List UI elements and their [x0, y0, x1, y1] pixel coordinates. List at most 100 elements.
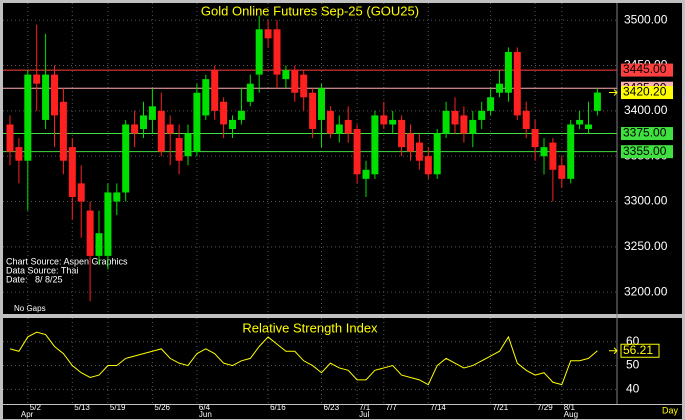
candle-body — [549, 142, 557, 170]
level-box — [621, 145, 673, 159]
x-tick-label: 8/1 — [564, 403, 576, 412]
y-tick-label: 3250.00 — [624, 239, 668, 253]
x-tick-label: 7/29 — [537, 403, 553, 412]
candle-body — [504, 51, 512, 93]
candle-body — [522, 110, 530, 129]
candle-body — [175, 138, 183, 161]
candle-body — [15, 147, 23, 161]
candle-body — [273, 29, 281, 75]
candle-body — [282, 70, 290, 80]
candle-body — [576, 119, 584, 125]
candle-body — [166, 124, 174, 134]
candle-body — [558, 165, 566, 179]
price-panel — [3, 3, 682, 314]
x-tick-label: 7/14 — [430, 403, 446, 412]
candle-body — [6, 124, 14, 152]
candle-body — [33, 74, 41, 84]
rsi-line — [9, 331, 598, 386]
candle-body — [513, 51, 521, 116]
candle-body — [371, 115, 379, 175]
level-label: 3445.00 — [623, 62, 667, 76]
month-label: Jul — [359, 410, 369, 419]
candle-body — [95, 233, 103, 256]
x-tick-label: 5/26 — [154, 403, 170, 412]
x-tick-label: 6/23 — [324, 403, 340, 412]
level-label: 3375.00 — [623, 126, 667, 140]
candle-body — [51, 74, 58, 116]
candle-body — [24, 74, 32, 161]
last-label: 3420.20 — [623, 85, 667, 99]
x-tick-label: 7/1 — [359, 403, 371, 412]
candle-body — [157, 110, 165, 152]
last-arrow — [609, 347, 618, 355]
candle-body — [229, 119, 236, 129]
y-tick-label: 50 — [626, 358, 640, 372]
x-unit: Day — [662, 405, 679, 415]
candle-body — [300, 74, 308, 98]
candle-body — [407, 133, 414, 152]
candle-body — [487, 97, 495, 111]
x-tick-label: 5/13 — [74, 403, 90, 412]
month-label: Aug — [564, 410, 578, 419]
note: Chart Source: Aspen Graphics — [6, 256, 128, 266]
y-tick-label: 3300.00 — [624, 194, 668, 208]
candle-body — [567, 124, 575, 179]
rsi-panel — [3, 318, 682, 404]
candle-body — [451, 110, 459, 125]
candle-body — [353, 128, 361, 175]
y-tick-label: 3200.00 — [624, 284, 668, 298]
candle-body — [496, 83, 503, 93]
candle-body — [398, 119, 406, 148]
candle-body — [389, 119, 397, 125]
candle-body — [362, 169, 370, 179]
last-box — [621, 86, 673, 100]
x-tick-label: 7/7 — [386, 403, 398, 412]
rsi-title: Relative Strength Index — [242, 320, 378, 335]
y-tick-label: 40 — [626, 382, 640, 396]
month-label: Apr — [21, 410, 34, 419]
candle-body — [469, 119, 477, 134]
candle-body — [131, 124, 139, 134]
candle-body — [264, 29, 272, 39]
candle-body — [415, 142, 423, 161]
candle-body — [237, 110, 245, 120]
candle-body — [77, 183, 85, 202]
x-tick-label: 6/16 — [270, 403, 286, 412]
candle-body — [585, 124, 592, 129]
y-tick-label: 3500.00 — [624, 12, 668, 26]
level-box — [621, 63, 673, 77]
candle-body — [148, 106, 156, 120]
candle-body — [531, 128, 539, 148]
note: Data Source: Thai — [6, 265, 78, 275]
last-arrow — [609, 89, 618, 96]
x-tick-label: 7/21 — [493, 403, 509, 412]
candle-body — [122, 124, 130, 193]
level-box — [621, 127, 673, 141]
y-tick-label: 3400.00 — [624, 103, 668, 117]
candle-body — [593, 92, 601, 111]
candle-body — [318, 88, 325, 120]
candle-body — [246, 83, 254, 102]
candle-body — [442, 110, 450, 134]
candle-body — [380, 115, 388, 125]
month-label: Jun — [199, 410, 212, 419]
candle-body — [424, 156, 432, 175]
x-tick-label: 6/4 — [199, 403, 211, 412]
candle-body — [540, 147, 548, 157]
candle-body — [104, 192, 112, 256]
x-tick-label: 5/19 — [110, 403, 126, 412]
candle-body — [335, 124, 343, 134]
candle-body — [202, 79, 210, 116]
candle-body — [211, 70, 219, 111]
chart-title: Gold Online Futures Sep-25 (GOU25) — [201, 3, 419, 18]
candle-body — [86, 210, 94, 256]
rsi-value-label: 56.21 — [623, 343, 653, 357]
candle-body — [220, 101, 228, 125]
date-axis — [3, 405, 682, 419]
candle-body — [113, 192, 121, 202]
candle-body — [68, 147, 76, 197]
candle-body — [326, 110, 334, 134]
candle-body — [59, 101, 67, 161]
